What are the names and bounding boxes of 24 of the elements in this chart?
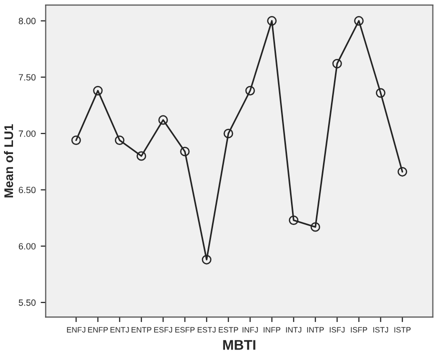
point (354, 16, 364, 26)
point (332, 58, 342, 68)
point (267, 16, 277, 26)
point (71, 135, 81, 146)
y-tick-label: 6.00 (18, 243, 36, 250)
point (93, 86, 103, 96)
point (180, 146, 190, 156)
point (224, 128, 234, 138)
y-tick-label: 5.50 (18, 299, 36, 306)
point (376, 88, 386, 98)
y-tick-label: 7.50 (18, 74, 36, 81)
y-tick-label: 7.00 (18, 130, 36, 137)
point (136, 151, 146, 161)
point (245, 86, 255, 96)
y-tick-label: 8.00 (18, 18, 36, 24)
point (398, 167, 408, 177)
y-axis-title: Mean of LU1 (4, 124, 14, 198)
point (158, 115, 168, 125)
y-tick-label: 6.50 (18, 186, 36, 194)
point (310, 222, 320, 232)
x-axis-title: MBTI (223, 340, 256, 350)
point (202, 254, 212, 264)
point (114, 135, 124, 146)
point (288, 215, 298, 226)
